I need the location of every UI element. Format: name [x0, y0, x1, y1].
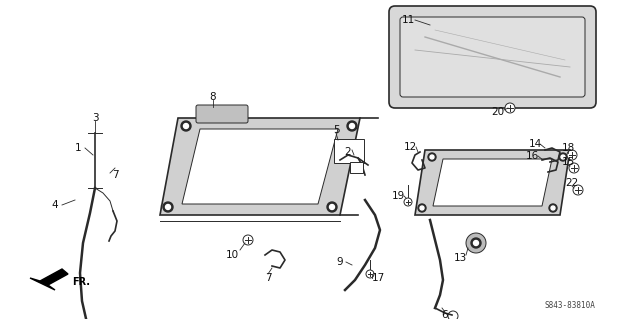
Circle shape [184, 123, 189, 129]
Polygon shape [433, 159, 552, 206]
Text: 7: 7 [265, 273, 271, 283]
FancyBboxPatch shape [334, 139, 364, 163]
Text: 16: 16 [525, 151, 539, 161]
FancyBboxPatch shape [389, 6, 596, 108]
Text: 3: 3 [92, 113, 99, 123]
Text: 5: 5 [333, 125, 339, 135]
Circle shape [420, 206, 424, 210]
Circle shape [466, 233, 486, 253]
Circle shape [349, 123, 355, 129]
Text: 15: 15 [561, 157, 575, 167]
Text: 10: 10 [225, 250, 239, 260]
Text: 20: 20 [492, 107, 504, 117]
Circle shape [505, 103, 515, 113]
Circle shape [430, 155, 434, 159]
Text: 22: 22 [565, 178, 579, 188]
Circle shape [561, 155, 565, 159]
Text: 12: 12 [403, 142, 417, 152]
Circle shape [181, 121, 191, 131]
FancyBboxPatch shape [196, 105, 248, 123]
Text: 1: 1 [75, 143, 81, 153]
Circle shape [163, 202, 173, 212]
Text: 2: 2 [345, 147, 351, 157]
Circle shape [471, 238, 481, 248]
Circle shape [418, 204, 426, 212]
Circle shape [330, 204, 335, 210]
Text: FR.: FR. [72, 277, 90, 287]
Circle shape [347, 121, 357, 131]
Polygon shape [160, 118, 360, 215]
Text: 9: 9 [337, 257, 343, 267]
Circle shape [567, 150, 577, 160]
Text: 11: 11 [401, 15, 415, 25]
Circle shape [549, 204, 557, 212]
Circle shape [569, 163, 579, 173]
Polygon shape [415, 150, 570, 215]
Circle shape [474, 241, 479, 246]
Circle shape [327, 202, 337, 212]
Circle shape [573, 185, 583, 195]
Text: 4: 4 [52, 200, 58, 210]
Circle shape [366, 270, 374, 278]
Circle shape [559, 153, 567, 161]
Text: 14: 14 [529, 139, 541, 149]
Circle shape [243, 235, 253, 245]
Polygon shape [30, 269, 68, 290]
Circle shape [404, 198, 412, 206]
Circle shape [551, 206, 555, 210]
Circle shape [166, 204, 170, 210]
Text: 18: 18 [561, 143, 575, 153]
Text: 17: 17 [371, 273, 385, 283]
Polygon shape [182, 129, 338, 204]
Circle shape [428, 153, 436, 161]
Text: 8: 8 [210, 92, 216, 102]
Text: 7: 7 [112, 170, 118, 180]
FancyBboxPatch shape [400, 17, 585, 97]
FancyBboxPatch shape [349, 161, 362, 173]
Text: 19: 19 [392, 191, 404, 201]
Text: S843-83810A: S843-83810A [544, 301, 595, 310]
Text: 6: 6 [442, 310, 448, 319]
Text: 13: 13 [453, 253, 467, 263]
